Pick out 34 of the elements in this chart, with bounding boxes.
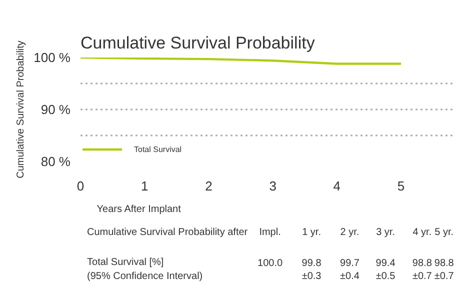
text: ±0.5 [376, 271, 396, 282]
text: ±0.7 [434, 271, 454, 282]
legend-label: Total Survival [134, 144, 182, 154]
chart-title: Cumulative Survival Probability [80, 34, 316, 52]
text: Total Survival [%] [87, 257, 164, 268]
text: (95% Confidence Interval) [87, 271, 203, 282]
x-tick-label: 4 [333, 178, 341, 194]
line-series [80, 58, 402, 65]
text: 98.8 [434, 258, 454, 269]
y-tick-label: 80 % [40, 154, 71, 169]
text: Impl. [259, 227, 281, 238]
x-tick-label: 1 [140, 178, 148, 194]
text: ±0.4 [340, 271, 360, 282]
x-tick-label: 3 [269, 178, 276, 194]
text: ±0.3 [302, 271, 322, 282]
x-axis-title: Years After Implant [96, 204, 182, 215]
text: 99.8 [302, 258, 322, 269]
text: 98.8 [412, 258, 432, 269]
text: 99.4 [376, 258, 396, 269]
x-tick-label: 5 [397, 178, 405, 194]
y-axis-title: Cumulative Survival Probability [16, 40, 27, 178]
text: 2 yr. [340, 227, 360, 238]
text: 1 yr. [302, 227, 321, 238]
text: 3 yr. [376, 227, 395, 238]
x-tick-label: 2 [205, 178, 212, 194]
y-tick-label: 100 % [34, 50, 71, 65]
text: 99.7 [340, 258, 360, 269]
text: Cumulative Survival Probability after [87, 227, 248, 238]
text: 5 yr. [434, 227, 454, 238]
text: 4 yr. [412, 227, 432, 238]
y-tick-label: 90 % [40, 102, 71, 117]
text: 100.0 [258, 258, 283, 269]
x-tick-label: 0 [76, 178, 84, 194]
text: ±0.7 [412, 271, 432, 282]
